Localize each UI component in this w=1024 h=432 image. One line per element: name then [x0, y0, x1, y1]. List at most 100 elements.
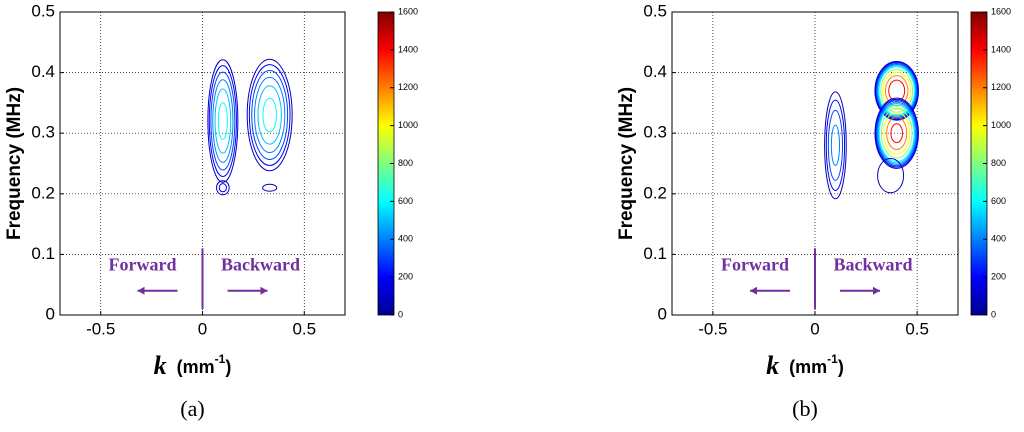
x-label-symbol: k	[154, 351, 167, 380]
arrow-head	[137, 286, 145, 295]
contour-line	[218, 183, 227, 193]
contour-line	[212, 79, 234, 163]
contour-line	[877, 65, 916, 117]
arrow-head	[750, 286, 757, 295]
x-label-symbol: k	[766, 351, 779, 380]
x-label-unit: (mm	[789, 357, 827, 377]
contour-line	[886, 116, 908, 150]
plot-frame	[671, 11, 959, 316]
contour-line	[875, 62, 918, 119]
x-tick-label: -0.5	[698, 319, 727, 338]
x-label-unit-close: )	[838, 357, 844, 377]
y-tick-label: 0.3	[643, 123, 667, 142]
contour-line	[882, 71, 911, 110]
contour-line	[877, 103, 916, 164]
y-tick-label: 0.2	[31, 183, 55, 202]
contour-line	[878, 104, 915, 162]
annotation: Forward	[721, 255, 789, 275]
contour-line	[878, 66, 915, 116]
colorbar-tick-label: 400	[991, 234, 1006, 244]
colorbar-tick-label: 200	[991, 272, 1006, 282]
colorbar-tick-label: 1600	[991, 6, 1011, 16]
contour-line	[257, 85, 282, 145]
y-tick-label: 0.2	[643, 183, 667, 202]
colorbar-tick-label: 0	[398, 309, 403, 319]
contour-line	[210, 71, 236, 171]
contour-line	[883, 111, 911, 155]
annotation: Forward	[109, 255, 177, 275]
y-tick-label: 0.1	[31, 244, 55, 263]
contour-line	[216, 180, 230, 196]
y-tick-label: 0.5	[31, 1, 55, 20]
y-axis-label: Frequency (MHz)	[4, 87, 25, 240]
contour-line	[827, 109, 844, 181]
contour-line	[876, 100, 918, 167]
contour-line	[890, 123, 904, 144]
contour-line	[880, 107, 913, 159]
contour-line	[876, 101, 917, 165]
x-tick-label: 0	[810, 319, 819, 338]
arrow-head	[260, 286, 268, 295]
x-tick-label: 0.5	[905, 319, 929, 338]
y-tick-label: 0.5	[643, 1, 667, 20]
x-label-unit-close: )	[225, 357, 231, 377]
panel-label: (a)	[180, 396, 204, 421]
colorbar-tick-label: 1600	[398, 6, 418, 16]
x-tick-label: 0.5	[292, 319, 316, 338]
y-tick-label: 0.4	[31, 62, 55, 81]
colorbar-tick-label: 600	[991, 196, 1006, 206]
x-axis-label: k (mm-1)	[154, 351, 232, 380]
colorbar-tick-label: 1000	[398, 120, 418, 130]
contour-line	[888, 79, 906, 102]
contour-line	[877, 157, 905, 194]
colorbar-tick-label: 200	[398, 272, 413, 282]
y-axis-label: Frequency (MHz)	[616, 87, 637, 240]
colorbar-tick-label: 1400	[398, 44, 418, 54]
contour-line	[246, 58, 293, 172]
colorbar-tick-label: 800	[991, 158, 1006, 168]
contour-line	[830, 124, 841, 167]
contour-line	[207, 59, 239, 183]
contour-line	[884, 75, 909, 107]
contour-line	[248, 64, 291, 166]
y-tick-label: 0.1	[643, 244, 667, 263]
x-label-unit: (mm	[177, 357, 215, 377]
y-tick-label: 0	[658, 304, 667, 323]
contour-line	[825, 99, 846, 191]
contour-line	[874, 60, 919, 121]
contour-line	[875, 98, 919, 168]
contour-line	[254, 76, 286, 154]
x-label-exponent: -1	[215, 352, 226, 366]
colorbar-tick-label: 1200	[991, 82, 1011, 92]
colorbar-tick-label: 1400	[991, 44, 1011, 54]
y-tick-label: 0.3	[31, 123, 55, 142]
contour-line	[217, 102, 228, 141]
colorbar-tick-label: 600	[398, 196, 413, 206]
contour-line	[262, 183, 278, 192]
contour-line	[875, 61, 919, 120]
panel-label: (b)	[792, 396, 818, 421]
x-label-exponent: -1	[827, 352, 838, 366]
colorbar-tick-label: 1200	[398, 82, 418, 92]
colorbar-tick-label: 800	[398, 158, 413, 168]
y-tick-label: 0	[46, 304, 55, 323]
annotation: Backward	[221, 255, 300, 275]
x-tick-label: -0.5	[86, 319, 115, 338]
contour-line	[262, 97, 277, 133]
arrow-head	[873, 286, 880, 295]
x-tick-label: 0	[198, 319, 207, 338]
annotation: Backward	[833, 255, 912, 275]
y-tick-label: 0.4	[643, 62, 667, 81]
contour-line	[251, 70, 289, 160]
contour-line	[824, 91, 847, 200]
plot-frame	[59, 11, 346, 316]
colorbar-tick-label: 1000	[991, 120, 1011, 130]
contour-line	[874, 97, 919, 169]
contour-line	[214, 88, 232, 154]
x-axis-label: k (mm-1)	[766, 351, 844, 380]
contour-line	[208, 65, 237, 178]
colorbar-tick-label: 400	[398, 234, 413, 244]
colorbar-tick-label: 0	[991, 309, 996, 319]
